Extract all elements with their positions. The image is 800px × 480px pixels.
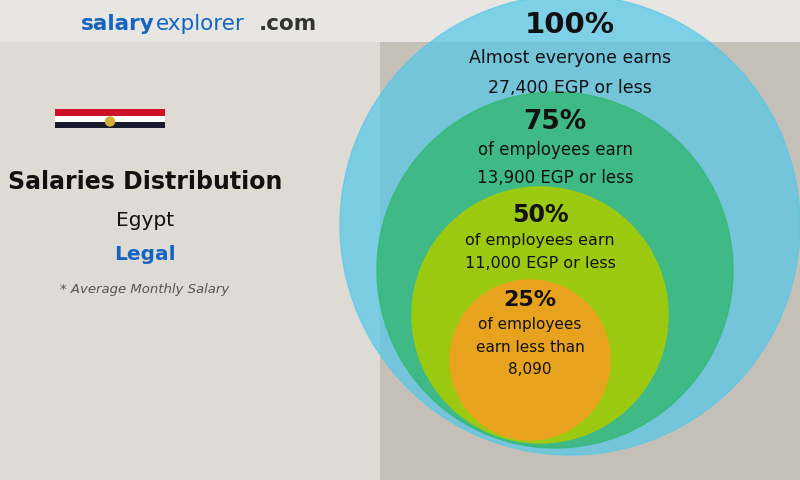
Text: 25%: 25% bbox=[503, 290, 557, 310]
Text: Legal: Legal bbox=[114, 244, 176, 264]
Text: 27,400 EGP or less: 27,400 EGP or less bbox=[488, 79, 652, 97]
Bar bbox=[55, 122, 165, 128]
Text: Almost everyone earns: Almost everyone earns bbox=[469, 49, 671, 67]
Text: Salaries Distribution: Salaries Distribution bbox=[8, 170, 282, 194]
Text: Egypt: Egypt bbox=[116, 211, 174, 229]
Text: of employees: of employees bbox=[478, 316, 582, 332]
Text: * Average Monthly Salary: * Average Monthly Salary bbox=[60, 284, 230, 297]
Text: earn less than: earn less than bbox=[476, 339, 584, 355]
Text: explorer: explorer bbox=[156, 14, 245, 34]
Text: of employees earn: of employees earn bbox=[478, 141, 633, 159]
Circle shape bbox=[340, 0, 800, 455]
Bar bbox=[0, 42, 380, 480]
Text: 50%: 50% bbox=[512, 203, 568, 227]
Bar bbox=[380, 42, 800, 480]
Text: .com: .com bbox=[259, 14, 318, 34]
Text: salary: salary bbox=[82, 14, 155, 34]
Text: 75%: 75% bbox=[523, 109, 586, 135]
Circle shape bbox=[412, 187, 668, 443]
Text: 11,000 EGP or less: 11,000 EGP or less bbox=[465, 256, 615, 272]
Circle shape bbox=[450, 280, 610, 440]
Bar bbox=[0, 0, 800, 42]
Circle shape bbox=[106, 117, 114, 126]
Bar bbox=[55, 109, 165, 116]
Text: of employees earn: of employees earn bbox=[465, 232, 615, 248]
Bar bbox=[55, 116, 165, 122]
Text: 100%: 100% bbox=[525, 11, 615, 39]
Text: 8,090: 8,090 bbox=[508, 362, 552, 377]
Circle shape bbox=[377, 92, 733, 448]
Text: 13,900 EGP or less: 13,900 EGP or less bbox=[477, 169, 634, 187]
